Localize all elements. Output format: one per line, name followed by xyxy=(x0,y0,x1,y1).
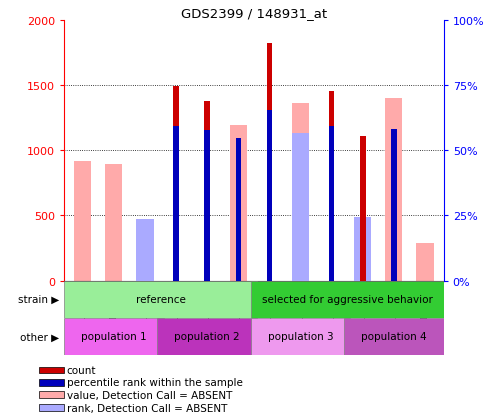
Bar xyxy=(137,220,153,281)
Bar xyxy=(205,131,210,281)
Title: GDS2399 / 148931_at: GDS2399 / 148931_at xyxy=(181,7,327,19)
Bar xyxy=(267,110,272,281)
Text: strain ▶: strain ▶ xyxy=(18,294,59,304)
Bar xyxy=(39,404,64,411)
Bar xyxy=(344,318,444,355)
Bar xyxy=(64,318,164,355)
Bar xyxy=(64,281,257,318)
Bar xyxy=(354,217,371,281)
Bar xyxy=(157,318,257,355)
Bar xyxy=(236,139,241,281)
Bar xyxy=(292,134,309,281)
Bar xyxy=(329,92,334,281)
Text: population 3: population 3 xyxy=(268,332,333,342)
Bar xyxy=(137,247,153,281)
Text: count: count xyxy=(67,365,96,375)
Text: reference: reference xyxy=(136,294,185,304)
Bar xyxy=(360,136,366,281)
Bar xyxy=(205,101,210,281)
Bar xyxy=(174,87,179,281)
Text: population 1: population 1 xyxy=(81,332,147,342)
Bar xyxy=(391,130,397,281)
Text: rank, Detection Call = ABSENT: rank, Detection Call = ABSENT xyxy=(67,403,227,413)
Text: percentile rank within the sample: percentile rank within the sample xyxy=(67,377,243,387)
Bar xyxy=(386,99,402,281)
Bar xyxy=(329,127,334,281)
Bar xyxy=(292,104,309,281)
Bar xyxy=(74,161,91,281)
Bar xyxy=(267,44,272,281)
Bar xyxy=(106,165,122,281)
Text: population 2: population 2 xyxy=(175,332,240,342)
Bar xyxy=(417,243,433,281)
Text: value, Detection Call = ABSENT: value, Detection Call = ABSENT xyxy=(67,390,232,400)
Text: other ▶: other ▶ xyxy=(20,332,59,342)
Bar xyxy=(39,392,64,398)
Text: population 4: population 4 xyxy=(361,332,427,342)
Bar xyxy=(174,127,179,281)
Bar xyxy=(251,281,444,318)
Text: selected for aggressive behavior: selected for aggressive behavior xyxy=(262,294,433,304)
Bar xyxy=(39,367,64,373)
Bar xyxy=(39,379,64,386)
Bar xyxy=(251,318,351,355)
Bar xyxy=(230,126,247,281)
